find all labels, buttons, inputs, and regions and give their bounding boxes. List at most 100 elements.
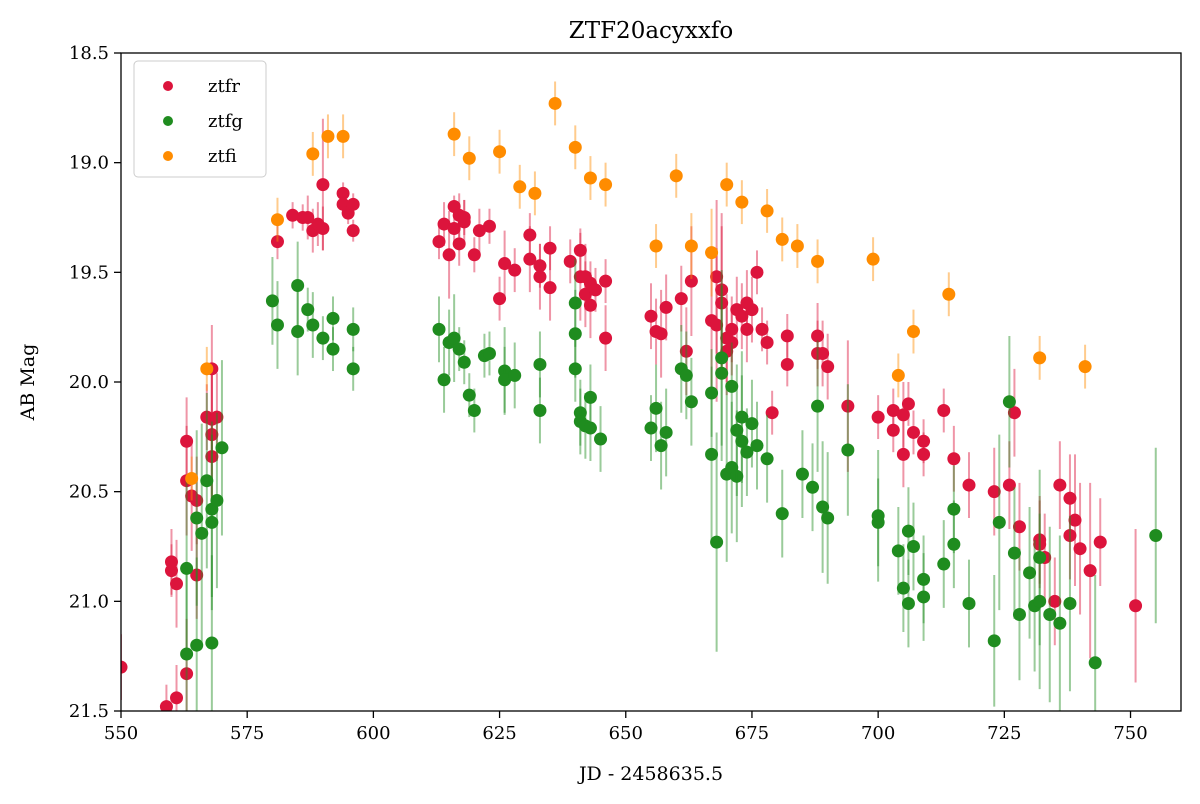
data-point-ztfg xyxy=(745,417,759,431)
data-point-ztfr xyxy=(1007,406,1021,420)
data-point-ztfg xyxy=(594,432,608,446)
data-point-ztfi xyxy=(720,178,734,192)
data-point-ztfi xyxy=(684,239,698,253)
data-point-ztfg xyxy=(452,342,466,356)
data-point-ztfi xyxy=(906,325,920,339)
data-point-ztfg xyxy=(1043,607,1057,621)
data-point-ztfr xyxy=(316,178,330,192)
data-point-ztfg xyxy=(937,557,951,571)
data-point-ztfr xyxy=(447,221,461,235)
data-point-ztfg xyxy=(447,331,461,345)
data-point-ztfr xyxy=(508,263,522,277)
data-point-ztfr xyxy=(457,215,471,229)
data-point-ztfi xyxy=(790,239,804,253)
legend-label-ztfg: ztfg xyxy=(208,111,243,132)
x-tick-label: 625 xyxy=(482,723,516,744)
data-point-ztfg xyxy=(568,362,582,376)
data-point-ztfi xyxy=(1078,360,1092,374)
data-point-ztfg xyxy=(1012,607,1026,621)
data-point-ztfr xyxy=(917,447,931,461)
y-tick-label: 19.0 xyxy=(69,153,109,174)
data-point-ztfr xyxy=(442,248,456,262)
data-point-ztfr xyxy=(906,425,920,439)
data-point-ztfg xyxy=(1002,395,1016,409)
x-tick-label: 725 xyxy=(987,723,1021,744)
data-point-ztfr xyxy=(1033,537,1047,551)
data-point-ztfg xyxy=(735,410,749,424)
data-point-ztfg xyxy=(654,439,668,453)
x-tick-label: 650 xyxy=(609,723,643,744)
data-point-ztfg xyxy=(205,515,219,529)
y-tick-label: 21.5 xyxy=(69,701,109,722)
data-point-ztfr xyxy=(533,259,547,273)
data-point-ztfg xyxy=(1007,546,1021,560)
data-point-ztfr xyxy=(1129,599,1143,613)
data-point-ztfg xyxy=(705,447,719,461)
data-point-ztfr xyxy=(1093,535,1107,549)
data-point-ztfg xyxy=(821,511,835,525)
data-point-ztfg xyxy=(190,638,204,652)
data-point-ztfr xyxy=(205,428,219,442)
data-point-ztfi xyxy=(493,145,507,159)
data-point-ztfr xyxy=(286,208,300,222)
x-tick-label: 700 xyxy=(861,723,895,744)
data-point-ztfg xyxy=(457,355,471,369)
data-point-ztfg xyxy=(467,404,481,418)
data-point-ztfr xyxy=(962,478,976,492)
data-point-ztfg xyxy=(715,366,729,380)
data-point-ztfr xyxy=(164,564,178,578)
data-point-ztfi xyxy=(599,178,613,192)
data-point-ztfr xyxy=(563,254,577,268)
data-point-ztfr xyxy=(765,406,779,420)
data-point-ztfg xyxy=(1149,529,1163,543)
data-point-ztfg xyxy=(896,581,910,595)
data-point-ztfr xyxy=(493,292,507,306)
data-point-ztfr xyxy=(871,410,885,424)
data-point-ztfg xyxy=(891,544,905,558)
data-point-ztfr xyxy=(1083,564,1097,578)
data-point-ztfg xyxy=(498,373,512,387)
data-point-ztfg xyxy=(316,331,330,345)
series-ztfg xyxy=(180,241,1163,711)
data-point-ztfg xyxy=(901,524,915,538)
data-point-ztfi xyxy=(548,96,562,110)
data-point-ztfg xyxy=(533,357,547,371)
data-point-ztfr xyxy=(901,397,915,411)
data-point-ztfg xyxy=(806,480,820,494)
y-axis: 18.5 19.0 19.5 20.0 20.5 21.0 21.5 xyxy=(69,43,121,722)
data-point-ztfg xyxy=(291,278,305,292)
data-point-ztfg xyxy=(740,445,754,459)
data-point-ztfr xyxy=(573,243,587,257)
data-point-ztfr xyxy=(170,577,184,591)
data-point-ztfi xyxy=(270,213,284,227)
data-point-ztfg xyxy=(437,373,451,387)
data-point-ztfg xyxy=(583,390,597,404)
data-point-ztfg xyxy=(725,379,739,393)
data-point-ztfg xyxy=(1088,656,1102,670)
data-point-ztfr xyxy=(654,327,668,341)
x-tick-label: 550 xyxy=(104,723,138,744)
data-point-ztfg xyxy=(684,395,698,409)
data-point-ztfr xyxy=(725,322,739,336)
data-point-ztfg xyxy=(270,318,284,332)
data-point-ztfr xyxy=(583,298,597,312)
data-point-ztfg xyxy=(462,388,476,402)
data-point-ztfr xyxy=(947,452,961,466)
data-point-ztfg xyxy=(816,500,830,514)
data-point-ztfg xyxy=(730,469,744,483)
data-point-ztfi xyxy=(649,239,663,253)
data-points xyxy=(121,81,1163,711)
data-point-ztfr xyxy=(745,303,759,317)
data-point-ztfr xyxy=(1073,542,1087,556)
y-tick-label: 20.5 xyxy=(69,482,109,503)
data-point-ztfg xyxy=(508,368,522,382)
data-point-ztfg xyxy=(1053,616,1067,630)
data-point-ztfg xyxy=(917,590,931,604)
data-point-ztfr xyxy=(472,224,486,238)
data-point-ztfr xyxy=(336,186,350,200)
data-point-ztfg xyxy=(568,296,582,310)
data-point-ztfr xyxy=(1053,478,1067,492)
data-point-ztfg xyxy=(210,493,224,507)
data-point-ztfr xyxy=(725,336,739,350)
data-point-ztfr xyxy=(917,434,931,448)
